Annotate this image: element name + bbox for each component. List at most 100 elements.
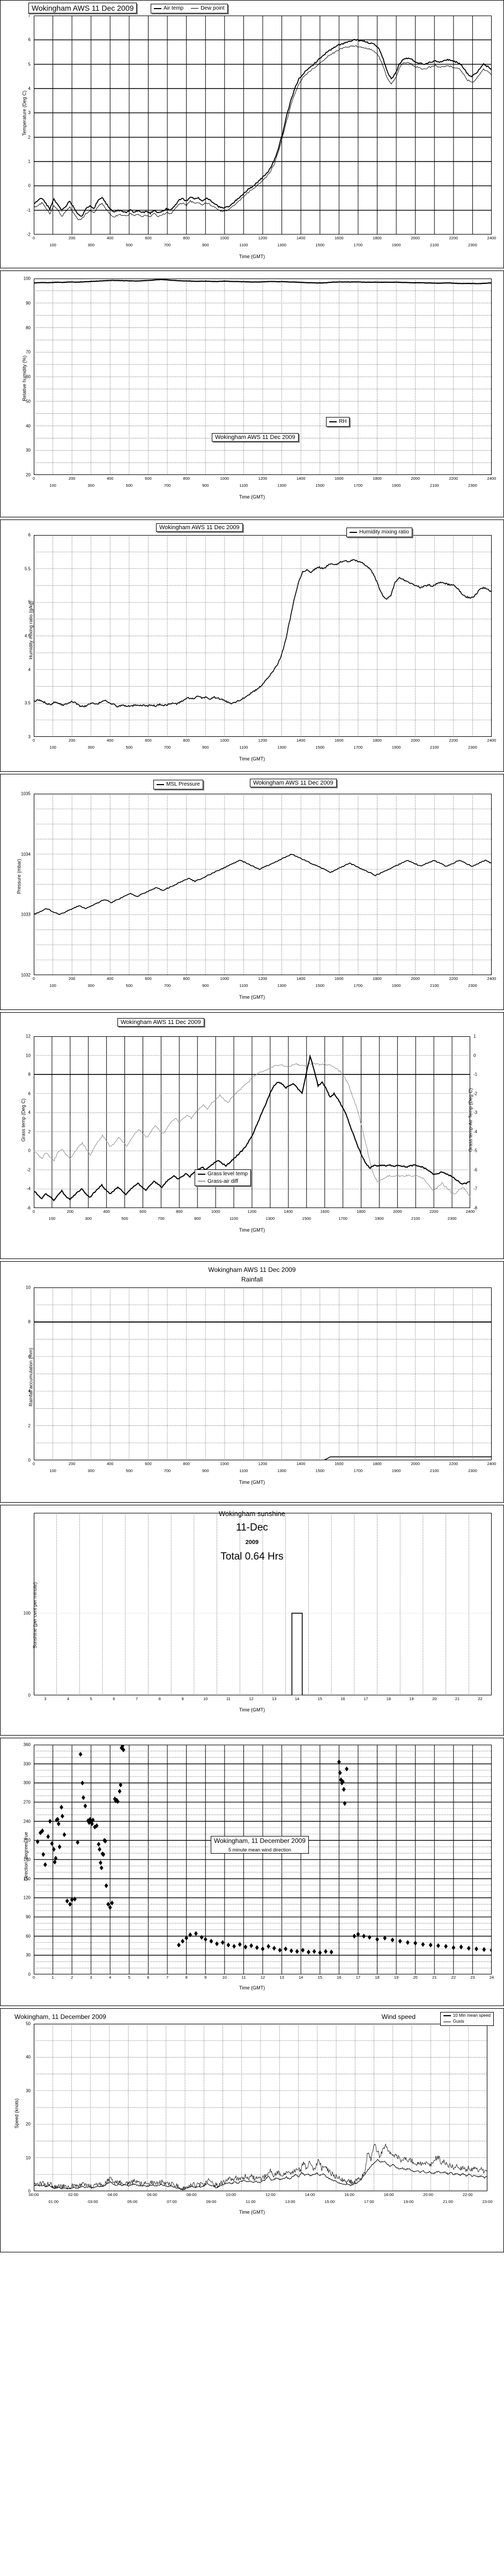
- x-tick-label: 2400: [487, 236, 496, 240]
- x-tick-label: 1700: [353, 745, 363, 750]
- chart3-xlabel: Time (GMT): [239, 756, 265, 762]
- x-tick-label: 1600: [334, 236, 344, 240]
- x-tick-label: 1200: [247, 1209, 257, 1214]
- y-tick-label: 6: [28, 1091, 31, 1096]
- x-tick-label: 1300: [277, 243, 286, 247]
- chart-panel-air-temp: Wokingham AWS 11 Dec 2009 Air temp Dew p…: [0, 0, 504, 268]
- x-tick-label: 2400: [487, 738, 496, 743]
- chart2-xaxis: 0 200 400 600 800 1000 1200 1400 1600 1800 2000 220…: [33, 475, 496, 494]
- x-tick-label: 20: [413, 1975, 418, 1980]
- chart4-legend-box: MSL Pressure: [153, 780, 203, 789]
- chart1-xaxis: 0 200 400 600 800 1000 1200 1400 1600 1800 2000 220…: [33, 235, 496, 254]
- line-swatch-icon: [329, 421, 337, 422]
- x-tick-label: 100: [49, 243, 56, 247]
- x-tick-label: 03:00: [87, 2199, 98, 2204]
- x-tick-label: 400: [107, 738, 114, 743]
- x-tick-label: 1700: [353, 983, 363, 988]
- chart3-title-box: Wokingham AWS 11 Dec 2009: [156, 523, 243, 532]
- y-tick-label: 2: [28, 135, 31, 140]
- x-tick-label: 200: [66, 1209, 74, 1214]
- x-tick-label: 300: [85, 1216, 92, 1221]
- y-tick-label: 70: [26, 349, 31, 355]
- x-tick-label: 1500: [315, 483, 325, 488]
- chart6-canvas: [34, 1287, 492, 1460]
- x-tick-label: 15:00: [324, 2199, 335, 2204]
- y-tick-label: 12: [26, 1034, 31, 1039]
- chart9-legend-box: 10 Min mean speed Gusts: [440, 2012, 494, 2026]
- x-tick-label: 500: [121, 1216, 128, 1221]
- x-tick-label: 400: [107, 1461, 114, 1466]
- x-tick-label: 1300: [277, 483, 286, 488]
- x-tick-label: 11: [226, 1696, 231, 1701]
- x-tick-label: 900: [202, 745, 209, 750]
- y-tick-label: 1032: [21, 972, 31, 978]
- x-tick-label: 1800: [373, 738, 382, 743]
- x-tick-label: 1300: [277, 983, 286, 988]
- y-tick-label-right: 0: [473, 1053, 476, 1058]
- x-tick-label: 1600: [320, 1209, 329, 1214]
- y-tick-label: 4.5: [24, 633, 31, 639]
- y-tick-label: 1033: [21, 912, 31, 917]
- x-tick-label: 0: [32, 1975, 35, 1980]
- chart4-canvas: [34, 794, 492, 975]
- x-tick-label: 4: [66, 1696, 70, 1701]
- chart6-title: Wokingham AWS 11 Dec 2009: [208, 1266, 296, 1274]
- x-tick-label: 1000: [211, 1209, 220, 1214]
- chart9-legend-label-0: 10 Min mean speed: [453, 2013, 491, 2018]
- x-tick-label: 700: [164, 983, 171, 988]
- x-tick-label: 2100: [429, 745, 439, 750]
- chart7-subtitle-year: 2009: [245, 1539, 259, 1546]
- x-tick-label: 1900: [391, 243, 401, 247]
- x-tick-label: 100: [48, 1216, 56, 1221]
- x-tick-label: 18:00: [383, 2192, 394, 2197]
- x-tick-label: 2: [71, 1975, 73, 1980]
- x-tick-label: 04:00: [107, 2192, 118, 2197]
- x-tick-label: 06:00: [147, 2192, 158, 2197]
- x-tick-label: 2300: [468, 1468, 477, 1473]
- chart7-plot: 100 0: [24, 1513, 492, 1698]
- x-tick-label: 18: [386, 1696, 391, 1701]
- y-tick-label: 150: [23, 1876, 31, 1882]
- chart8-subtitle: 5 minute mean wind direction: [228, 1847, 292, 1853]
- y-tick-label: 360: [23, 1742, 31, 1747]
- x-tick-label: 1200: [258, 236, 268, 240]
- x-tick-label: 400: [107, 476, 114, 481]
- x-tick-label: 1100: [239, 243, 248, 247]
- x-tick-label: 300: [87, 483, 95, 488]
- x-tick-label: 200: [68, 738, 76, 743]
- chart3-legend-box: Humidity mixing ratio: [346, 528, 412, 537]
- x-tick-label: 2100: [429, 243, 439, 247]
- y-tick-label: 0: [28, 1972, 31, 1977]
- x-tick-label: 1800: [357, 1209, 366, 1214]
- x-tick-label: 1200: [258, 1461, 268, 1466]
- y-tick-label-right: -4: [473, 1129, 478, 1135]
- x-tick-label: 21:00: [443, 2199, 453, 2204]
- x-tick-label: 11:00: [246, 2199, 256, 2204]
- chart5-legend-item-1: Grass-air diff: [198, 1178, 248, 1185]
- x-tick-label: 2100: [429, 483, 439, 488]
- chart1-legend-item-1: Dew point: [191, 5, 225, 12]
- chart9-title: Wokingham, 11 December 2009: [14, 2013, 106, 2021]
- x-tick-label: 4: [109, 1975, 112, 1980]
- chart-panel-grass-level-temp: Grass temp (Deg C) Grass temp-Air Temp (…: [0, 1012, 504, 1259]
- chart1-title: Wokingham AWS 11 Dec 2009: [32, 4, 134, 12]
- x-tick-label: 700: [164, 1468, 171, 1473]
- y-tick-label: 10: [26, 1053, 31, 1058]
- chart8-canvas: [34, 1745, 492, 1974]
- chart3-legend-label-0: Humidity mixing ratio: [359, 529, 409, 535]
- y-tick-label-right: -2: [473, 1091, 478, 1096]
- y-tick-label: 3.5: [24, 700, 31, 706]
- x-tick-label: 9: [204, 1975, 207, 1980]
- x-tick-label: 07:00: [167, 2199, 177, 2204]
- x-tick-label: 1700: [353, 243, 363, 247]
- x-tick-label: 2000: [411, 738, 420, 743]
- x-tick-label: 2100: [429, 1468, 439, 1473]
- x-tick-label: 900: [202, 983, 209, 988]
- x-tick-label: 20: [432, 1696, 437, 1701]
- y-tick-label: 330: [23, 1761, 31, 1767]
- chart-panel-relative-humidity: Relative humidity (%) 100 90 80 70 60 50 40 30 2…: [0, 270, 504, 517]
- x-tick-label: 1000: [220, 476, 229, 481]
- chart7-xlabel: Time (GMT): [239, 1707, 265, 1713]
- x-tick-label: 22: [478, 1696, 483, 1701]
- chart9-xlabel: Time (GMT): [239, 2209, 265, 2215]
